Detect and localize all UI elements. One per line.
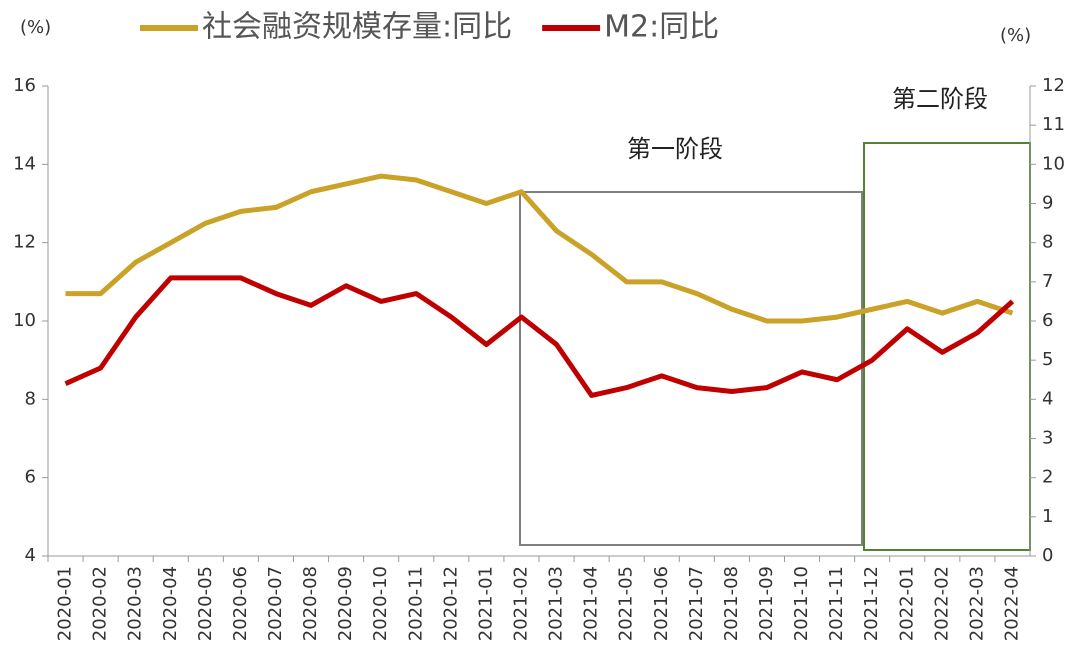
y-tick-label: 8 bbox=[25, 388, 36, 409]
line bbox=[64, 275, 1015, 398]
x-tick-label: 2021-08 bbox=[721, 566, 742, 641]
x-tick-label: 2021-01 bbox=[475, 566, 496, 641]
x-tick-label: 2021-06 bbox=[651, 566, 672, 641]
y2-tick-label: 5 bbox=[1042, 349, 1053, 370]
annotation: 第二阶段 bbox=[892, 85, 988, 113]
y2-tick-label: 10 bbox=[1042, 153, 1065, 174]
x-tick-label: 2021-03 bbox=[546, 566, 567, 641]
x-tick-label: 2020-07 bbox=[265, 566, 286, 641]
y-tick-label: 4 bbox=[25, 545, 36, 566]
x-tick-label: 2020-05 bbox=[195, 566, 216, 641]
y2-tick-label: 4 bbox=[1042, 388, 1053, 409]
x-tick-label: 2020-08 bbox=[300, 566, 321, 641]
x-tick-label: 2021-07 bbox=[686, 566, 707, 641]
y2-tick-label: 6 bbox=[1042, 310, 1053, 331]
x-tick-label: 2021-11 bbox=[826, 566, 847, 641]
y2-tick-label: 3 bbox=[1042, 428, 1053, 449]
y-tick-label: 10 bbox=[13, 310, 36, 331]
y2-unit: (%) bbox=[1000, 25, 1031, 46]
x-tick-label: 2022-01 bbox=[896, 566, 917, 641]
x-tick-label: 2020-01 bbox=[55, 566, 76, 641]
x-tick-label: 2021-02 bbox=[510, 566, 531, 641]
y-tick-label: 12 bbox=[13, 232, 36, 253]
line bbox=[65, 173, 1014, 324]
x-tick-label: 2021-12 bbox=[861, 566, 882, 641]
y2-tick-label: 9 bbox=[1042, 193, 1053, 214]
legend-label: 社会融资规模存量:同比 bbox=[202, 10, 512, 45]
x-tick-label: 2021-05 bbox=[616, 566, 637, 641]
x-tick-label: 2020-10 bbox=[370, 566, 391, 641]
x-tick-label: 2020-03 bbox=[125, 566, 146, 641]
y2-tick-label: 1 bbox=[1042, 506, 1053, 527]
x-tick-label: 2021-09 bbox=[756, 566, 777, 641]
annotation: 第一阶段 bbox=[627, 135, 723, 163]
y2-tick-label: 11 bbox=[1042, 114, 1065, 135]
y2-tick-label: 8 bbox=[1042, 232, 1053, 253]
x-tick-label: 2021-10 bbox=[791, 566, 812, 641]
x-tick-label: 2020-02 bbox=[90, 566, 111, 641]
y-unit: (%) bbox=[20, 17, 51, 38]
x-tick-label: 2021-04 bbox=[581, 566, 602, 641]
x-tick-label: 2022-03 bbox=[966, 566, 987, 641]
y2-tick-label: 12 bbox=[1042, 75, 1065, 96]
y-tick-label: 16 bbox=[13, 75, 36, 96]
y-tick-label: 6 bbox=[25, 467, 36, 488]
x-tick-label: 2020-12 bbox=[440, 566, 461, 641]
x-tick-label: 2020-06 bbox=[230, 566, 251, 641]
x-tick-label: 2020-09 bbox=[335, 566, 356, 641]
x-tick-label: 2020-11 bbox=[405, 566, 426, 641]
x-tick-label: 2022-02 bbox=[931, 566, 952, 641]
legend-label: M2:同比 bbox=[604, 10, 719, 45]
x-tick-label: 2022-04 bbox=[1001, 566, 1022, 641]
y2-tick-label: 2 bbox=[1042, 467, 1053, 488]
y2-tick-label: 7 bbox=[1042, 271, 1053, 292]
x-tick-label: 2020-04 bbox=[160, 566, 181, 641]
y2-tick-label: 0 bbox=[1042, 545, 1053, 566]
y-tick-label: 14 bbox=[13, 153, 36, 174]
